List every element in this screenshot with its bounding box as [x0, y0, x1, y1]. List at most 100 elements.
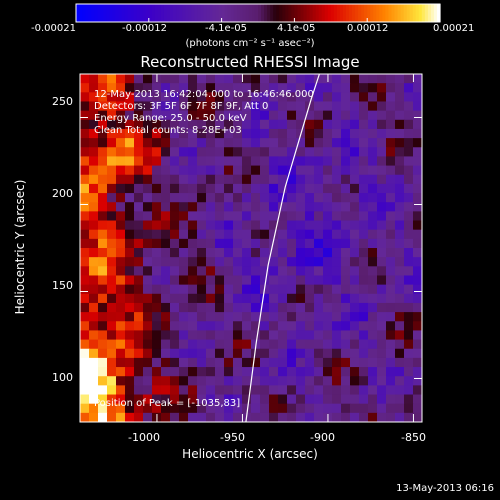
heatmap-cell: [350, 211, 360, 222]
info-detectors: Detectors: 3F 5F 6F 7F 8F 9F, Att 0: [94, 101, 269, 112]
heatmap-cell: [323, 229, 333, 240]
heatmap-cell: [332, 74, 342, 84]
heatmap-cell: [89, 302, 99, 313]
heatmap-cell: [314, 138, 324, 148]
colorbar-swatch: [258, 4, 262, 22]
heatmap-cell: [305, 257, 315, 267]
heatmap-cell: [413, 293, 423, 304]
heatmap-cell: [206, 367, 216, 377]
heatmap-cell: [287, 257, 297, 267]
heatmap-cell: [116, 183, 126, 194]
heatmap-cell: [206, 92, 216, 102]
heatmap-cell: [206, 312, 216, 322]
colorbar-frame: [75, 3, 441, 23]
heatmap-cell: [368, 293, 378, 304]
heatmap-cell: [404, 92, 414, 102]
colorbar-swatch: [430, 4, 435, 22]
heatmap-cell: [215, 83, 225, 93]
heatmap-cell: [278, 312, 288, 322]
heatmap-cell: [377, 165, 387, 176]
heatmap-cell: [188, 257, 198, 267]
heatmap-cell: [359, 266, 369, 276]
heatmap-cell: [278, 266, 288, 276]
heatmap-cell: [152, 266, 162, 276]
heatmap-cell: [188, 412, 198, 423]
colorbar-swatch: [151, 4, 156, 22]
heatmap-cell: [206, 275, 216, 286]
heatmap-cell: [161, 321, 171, 331]
heatmap-cell: [296, 220, 306, 231]
heatmap-cell: [215, 257, 225, 267]
heatmap-cell: [269, 248, 279, 258]
colorbar-swatch: [318, 4, 323, 22]
heatmap-cell: [143, 357, 153, 368]
colorbar-swatch: [82, 4, 86, 22]
heatmap-cell: [377, 156, 387, 167]
heatmap-cell: [107, 211, 117, 222]
heatmap-cell: [251, 74, 261, 84]
heatmap-cell: [332, 119, 342, 130]
heatmap-cell: [314, 348, 324, 359]
heatmap-cell: [98, 248, 108, 258]
heatmap-cell: [341, 257, 351, 267]
heatmap-cell: [341, 293, 351, 304]
heatmap-cell: [98, 339, 108, 350]
heatmap-cell: [332, 385, 342, 396]
colorbar-swatch: [206, 4, 211, 22]
heatmap-cell: [107, 403, 117, 414]
heatmap-cell: [305, 403, 315, 414]
heatmap-cell: [296, 348, 306, 359]
heatmap-cell: [197, 211, 207, 222]
heatmap-cell: [386, 376, 396, 386]
heatmap-cell: [341, 128, 351, 139]
colorbar-swatch: [160, 4, 165, 22]
heatmap-cell: [206, 220, 216, 231]
heatmap-cell: [341, 321, 351, 331]
heatmap-cell: [314, 248, 324, 258]
heatmap-cell: [296, 312, 306, 322]
colorbar: [75, 3, 441, 23]
heatmap-cell: [341, 165, 351, 176]
heatmap-cell: [251, 302, 261, 313]
heatmap-cell: [215, 385, 225, 396]
heatmap-cell: [287, 357, 297, 368]
heatmap-cell: [152, 257, 162, 267]
heatmap-cell: [251, 312, 261, 322]
heatmap-cell: [242, 202, 252, 212]
heatmap-cell: [260, 357, 270, 368]
heatmap-cell: [161, 357, 171, 368]
x-tick-label: -850: [401, 431, 426, 444]
heatmap-cell: [314, 275, 324, 286]
heatmap-cell: [296, 174, 306, 185]
heatmap-cell: [233, 302, 243, 313]
heatmap-cell: [332, 238, 342, 249]
heatmap-cell: [134, 385, 144, 396]
heatmap-cell: [197, 202, 207, 212]
heatmap-cell: [134, 92, 144, 102]
heatmap-cell: [89, 165, 99, 176]
heatmap-cell: [404, 211, 414, 222]
heatmap-cell: [242, 147, 252, 157]
heatmap-cell: [215, 183, 225, 194]
heatmap-cell: [413, 357, 423, 368]
heatmap-cell: [350, 321, 360, 331]
heatmap-cell: [134, 128, 144, 139]
heatmap-cell: [359, 385, 369, 396]
heatmap-cell: [305, 394, 315, 405]
heatmap-cell: [341, 385, 351, 396]
heatmap-cell: [125, 92, 135, 102]
heatmap-cell: [152, 156, 162, 167]
heatmap-cell: [377, 284, 387, 295]
heatmap-cell: [125, 385, 135, 396]
heatmap-cell: [386, 74, 396, 84]
heatmap-cell: [233, 202, 243, 212]
heatmap-cell: [134, 266, 144, 276]
heatmap-cell: [323, 248, 333, 258]
heatmap-cell: [305, 74, 315, 84]
heatmap-cell: [296, 248, 306, 258]
heatmap-cell: [323, 174, 333, 185]
heatmap-cell: [332, 330, 342, 341]
heatmap-cell: [314, 357, 324, 368]
heatmap-cell: [107, 74, 117, 84]
heatmap-cell: [224, 83, 234, 93]
